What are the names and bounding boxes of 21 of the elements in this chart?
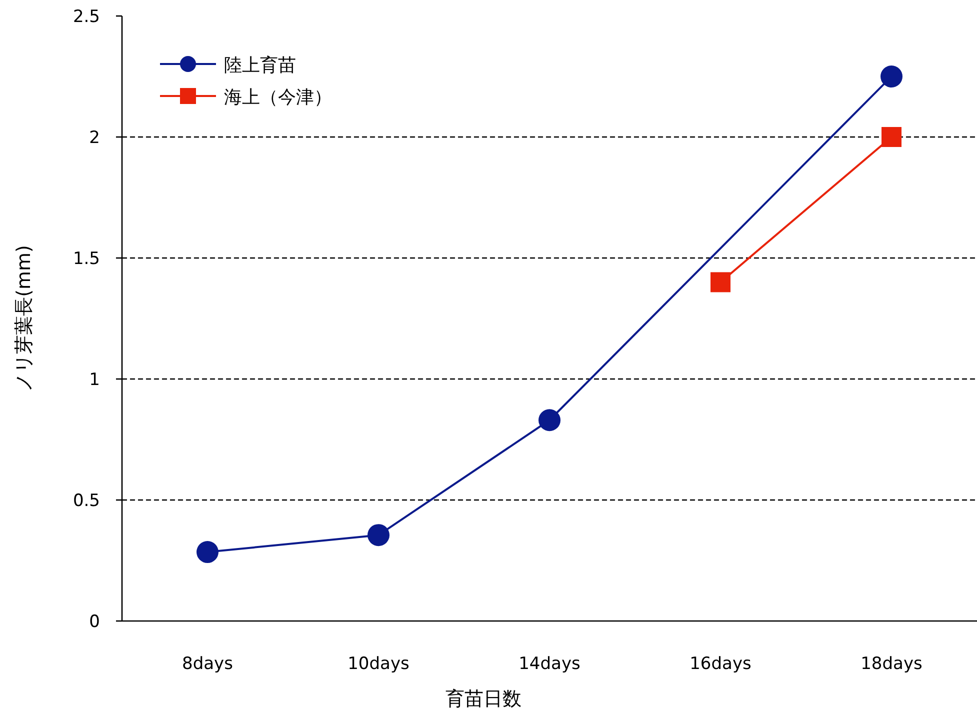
- x-axis-title: 育苗日数: [446, 688, 522, 710]
- y-tick-label: 2: [89, 128, 100, 148]
- x-tick-label: 16days: [690, 654, 752, 674]
- point: [880, 66, 902, 88]
- x-tick-label: 14days: [518, 654, 581, 674]
- y-tick-label: 1.5: [72, 249, 100, 269]
- x-tick-label: 18days: [860, 654, 923, 674]
- y-tick-label: 1: [89, 370, 100, 390]
- point: [368, 524, 390, 546]
- legend-label: 海上（今津）: [224, 87, 332, 108]
- y-tick-label: 0.5: [72, 491, 100, 511]
- point: [538, 409, 560, 432]
- x-tick-label: 8days: [182, 654, 234, 674]
- y-axis-title: ノリ芽葉長(mm): [13, 245, 35, 392]
- y-tick-label: 2.5: [72, 7, 100, 27]
- legend-label: 陸上育苗: [224, 55, 296, 76]
- point: [710, 272, 730, 292]
- point: [882, 127, 902, 147]
- x-tick-label: 10days: [348, 654, 410, 674]
- point: [196, 541, 218, 564]
- y-tick-label: 0: [89, 612, 100, 632]
